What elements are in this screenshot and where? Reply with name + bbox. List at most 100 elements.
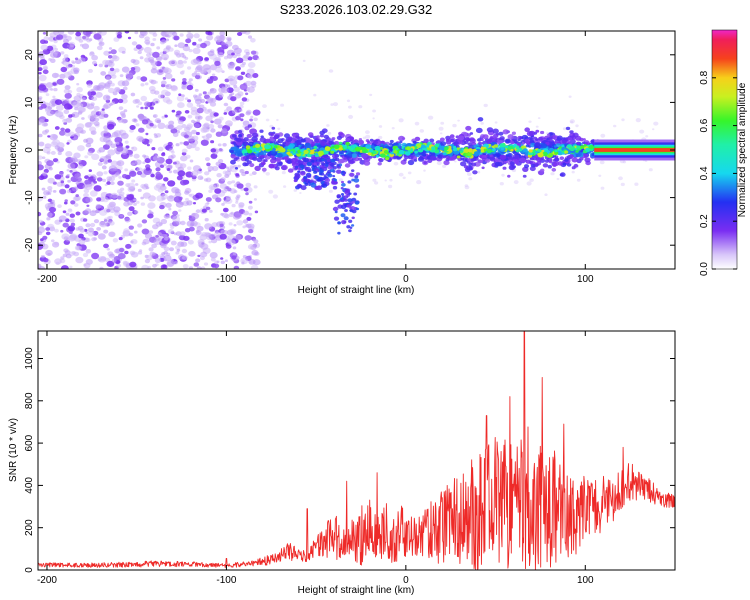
spectrogram-cell <box>327 131 332 135</box>
spectrogram-cell <box>184 110 190 114</box>
spectrogram-cell <box>247 205 253 210</box>
spectrogram-cell <box>319 130 326 135</box>
spectrogram-cell <box>355 184 360 188</box>
spectrogram-cell <box>406 146 412 151</box>
spectrogram-cell <box>167 229 174 234</box>
spectrogram-cell <box>137 250 143 255</box>
spectrogram-cell <box>236 53 241 57</box>
spectrogram-cell <box>227 62 235 69</box>
spectrogram-cell <box>571 170 575 174</box>
spectrogram-cell <box>140 106 144 110</box>
spectrogram-cell <box>336 169 342 174</box>
spectrogram-cell <box>280 103 285 107</box>
spectrogram-cell <box>245 192 249 196</box>
spectrogram-cell <box>54 174 62 180</box>
spectrogram-cell <box>346 155 350 159</box>
spectrogram-cell <box>98 41 105 47</box>
spectrogram-cell <box>554 157 559 162</box>
spectrogram-cell <box>378 125 383 128</box>
spectrogram-cell <box>45 231 51 236</box>
spectrogram-cell <box>355 146 361 152</box>
spectrogram-cell <box>52 82 57 86</box>
spectrogram-cell <box>164 66 169 71</box>
y-tick-label: 600 <box>24 434 35 451</box>
spectrogram-cell <box>54 219 61 225</box>
spectrogram-cell <box>622 160 627 164</box>
spectrogram-cell <box>463 140 469 145</box>
spectrogram-cell <box>170 128 178 134</box>
spectrogram-cell <box>413 159 418 162</box>
spectrogram-cell <box>47 86 52 91</box>
spectrogram-cell <box>223 112 228 115</box>
spectrogram-cell <box>443 160 450 166</box>
spectrogram-cell <box>305 143 312 148</box>
spectrogram-cell <box>153 239 161 245</box>
spectrogram-cell <box>193 202 196 205</box>
spectrogram-cell <box>246 74 251 77</box>
spectrogram-cell <box>568 95 572 98</box>
spectrogram-cell <box>173 196 182 203</box>
spectrogram-cell <box>588 145 595 150</box>
spectrogram-cell <box>475 127 483 134</box>
spectrogram-cell <box>572 132 579 138</box>
spectrogram-cell <box>332 175 336 178</box>
spectrogram-cell <box>293 179 298 183</box>
spectrogram-cell <box>564 158 569 162</box>
spectrogram-cell <box>287 144 294 150</box>
spectrogram-cell <box>310 182 317 188</box>
spectrogram-cell <box>44 118 49 123</box>
spectrogram-cell <box>140 202 146 206</box>
spectrogram-cell <box>93 33 102 40</box>
spectrogram-cell <box>176 220 182 225</box>
spectrogram-cell <box>306 161 312 167</box>
spectrogram-cell <box>38 133 43 138</box>
spectrogram-cell <box>93 237 98 241</box>
spectrogram-cell <box>246 68 255 75</box>
spectrogram-cell <box>464 136 470 141</box>
spectrogram-cell <box>230 96 237 102</box>
spectrogram-cell <box>187 81 192 85</box>
spectrogram-cell <box>96 227 101 231</box>
spectrogram-cell <box>235 234 242 240</box>
spectrogram-cell <box>355 172 361 176</box>
spectrogram-cell <box>236 57 244 64</box>
spectrogram-cell <box>172 132 179 138</box>
spectrogram-cell <box>644 160 648 162</box>
spectrogram-cell <box>91 96 98 101</box>
spectrogram-cell <box>343 146 347 150</box>
spectrogram-cell <box>369 93 373 97</box>
spectrogram-cell <box>471 162 477 167</box>
spectrogram-cell <box>561 140 567 144</box>
spectrogram-cell <box>123 109 128 113</box>
spectrogram-cell <box>176 248 181 252</box>
spectrogram-cell <box>90 102 95 106</box>
spectrogram-cell <box>197 115 203 120</box>
spectrogram-cell <box>150 68 158 74</box>
spectrogram-cell <box>112 55 120 62</box>
spectrogram-cell <box>183 126 191 132</box>
spectrogram-cell <box>571 157 578 163</box>
spectrogram-cell <box>538 136 543 141</box>
spectrogram-cell <box>107 123 115 130</box>
spectrogram-cell <box>581 153 588 159</box>
spectrogram-cell <box>427 156 431 160</box>
spectrogram-cell <box>238 204 244 209</box>
spectrogram-cell <box>172 31 178 37</box>
spectrogram-cell <box>190 59 199 66</box>
spectrogram-cell <box>167 180 176 187</box>
spectrogram-cell <box>205 206 211 211</box>
spectrogram-cell <box>209 88 217 94</box>
spectrogram-cell <box>52 139 61 146</box>
spectrogram-cell <box>542 163 549 168</box>
spectrogram-cell <box>236 183 244 189</box>
spectrogram-cell <box>179 141 184 145</box>
spectrogram-cell <box>63 88 70 94</box>
spectrogram-cell <box>318 169 325 174</box>
spectrogram-cell <box>562 127 567 131</box>
spectrogram-cell <box>109 59 114 64</box>
spectrogram-cell <box>163 177 169 182</box>
spectrogram-cell <box>367 152 372 156</box>
spectrogram-cell <box>232 141 236 145</box>
spectrogram-cell <box>253 198 257 201</box>
spectrogram-cell <box>575 150 579 153</box>
